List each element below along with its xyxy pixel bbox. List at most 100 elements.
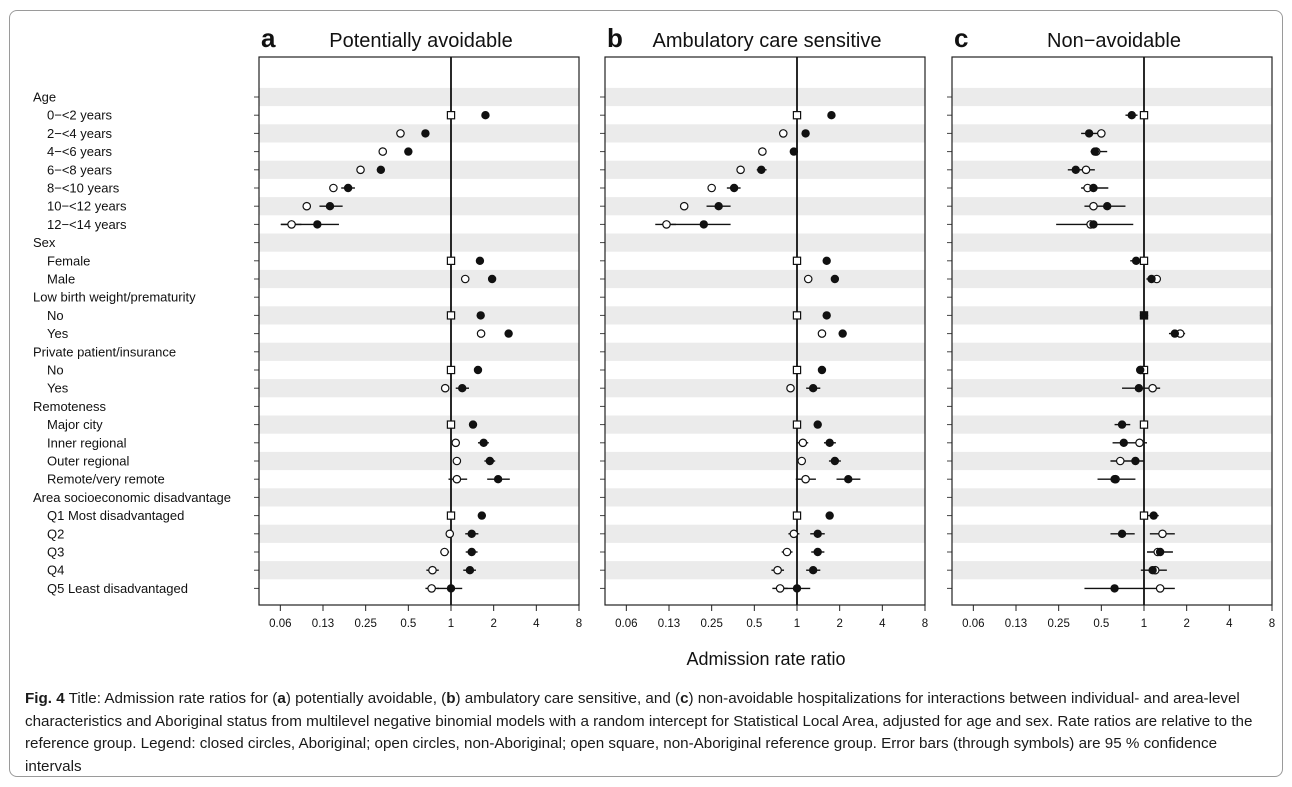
open-circle-marker [662,220,671,229]
closed-circle-marker [1103,201,1112,211]
closed-circle-marker [1147,274,1156,284]
panel-letter: a [261,23,276,53]
open-circle-marker [1089,201,1098,211]
closed-circle-marker [1135,365,1145,375]
closed-circle-marker [481,110,490,120]
row-label: No [47,308,64,323]
reference-square-marker [446,365,456,375]
row-band [605,197,925,216]
closed-circle-marker [1131,256,1141,265]
row-label: Remote/very remote [47,472,165,487]
closed-circle-marker [465,566,475,575]
closed-circle-marker [714,201,723,211]
panel-b: 0.06 0.13 0.25 0.5 1 2 4 8 b Ambulatory care sens… [600,23,928,630]
panel-border [604,56,926,606]
reference-square-marker [446,420,456,429]
closed-circle-marker [1134,384,1144,393]
row-label: 2−<4 years [47,126,113,141]
open-circle-marker [302,201,312,211]
caption-text-2: ) potentially avoidable, ( [285,690,447,707]
panel-border [951,56,1273,606]
closed-circle-marker [838,329,847,338]
row-band [952,269,1272,289]
closed-circle-marker [830,456,840,466]
row-label: 8−<10 years [47,181,120,196]
closed-circle-marker [825,438,834,447]
row-band [605,451,925,471]
closed-circle-marker [468,420,478,429]
closed-circle-marker [757,165,766,174]
open-circle-marker [440,383,450,393]
row-band [605,233,925,252]
closed-circle-marker [789,147,799,156]
closed-circle-marker [830,274,840,284]
row-band [952,488,1272,507]
row-label: Major city [47,417,103,432]
closed-circle-marker [844,475,853,484]
row-band [605,488,925,507]
reference-square-marker [446,311,456,320]
open-circle-marker [460,274,470,284]
open-circle-marker [451,438,461,448]
row-band [259,197,579,216]
closed-circle-marker [825,511,834,520]
row-label: 4−<6 years [47,144,113,159]
x-tick-label: 4 [533,618,540,630]
x-tick-label: 1 [448,618,454,630]
reference-square-marker [792,311,802,320]
row-label: 6−<8 years [47,162,113,177]
closed-circle-marker [479,438,488,447]
row-label: 10−<12 years [47,199,127,214]
closed-circle-marker [467,547,476,557]
row-band [259,269,579,289]
closed-circle-marker [1139,311,1149,320]
row-band [259,160,579,179]
x-tick-label: 2 [490,618,496,630]
open-circle-marker [356,165,365,175]
open-circle-marker [758,147,767,156]
row-label: Q4 [47,563,64,578]
row-header-label: Sex [33,235,56,250]
closed-circle-marker [1071,165,1080,174]
x-tick-label: 0.13 [1005,618,1027,630]
caption-ref-c: c [680,690,689,707]
x-tick-label: 0.13 [658,618,680,630]
closed-circle-marker [504,329,513,338]
x-tick-label: 2 [836,618,842,630]
open-circle-marker [476,329,486,338]
row-label: 12−<14 years [47,217,127,232]
open-circle-marker [778,129,788,138]
panel-border [258,56,580,606]
row-label: Yes [47,381,69,396]
open-circle-marker [329,183,338,193]
x-tick-label: 0.06 [269,618,291,630]
reference-square-marker [446,110,456,120]
row-band [952,233,1272,252]
closed-circle-marker [485,456,495,466]
reference-square-marker [446,256,456,266]
row-label: Q3 [47,545,64,560]
reference-square-marker [792,110,802,120]
row-label: Inner regional [47,435,127,450]
closed-circle-marker [808,566,818,575]
row-header-label: Remoteness [33,399,106,414]
closed-circle-marker [493,475,503,484]
closed-circle-marker [822,311,831,320]
closed-circle-marker [376,165,386,174]
row-band [259,451,579,471]
closed-circle-marker [473,365,483,375]
closed-circle-marker [817,365,827,375]
row-label: Yes [47,326,69,341]
x-tick-label: 4 [1226,618,1233,630]
closed-circle-marker [458,384,467,393]
row-band [259,415,579,434]
x-tick-label: 0.5 [400,618,416,630]
open-circle-marker [817,329,827,338]
panel-letter: b [607,23,623,53]
open-circle-marker [782,547,792,557]
closed-circle-marker [813,420,822,429]
row-label: Q5 Least disadvantaged [47,581,188,596]
closed-circle-marker [477,511,487,520]
panel-c: 0.06 0.13 0.25 0.5 1 2 4 8 c Non−avoidable [947,23,1275,630]
forest-plot: Age 0−<2 years 2−<4 years 4−<6 years 6−<8 ye… [33,23,1275,669]
